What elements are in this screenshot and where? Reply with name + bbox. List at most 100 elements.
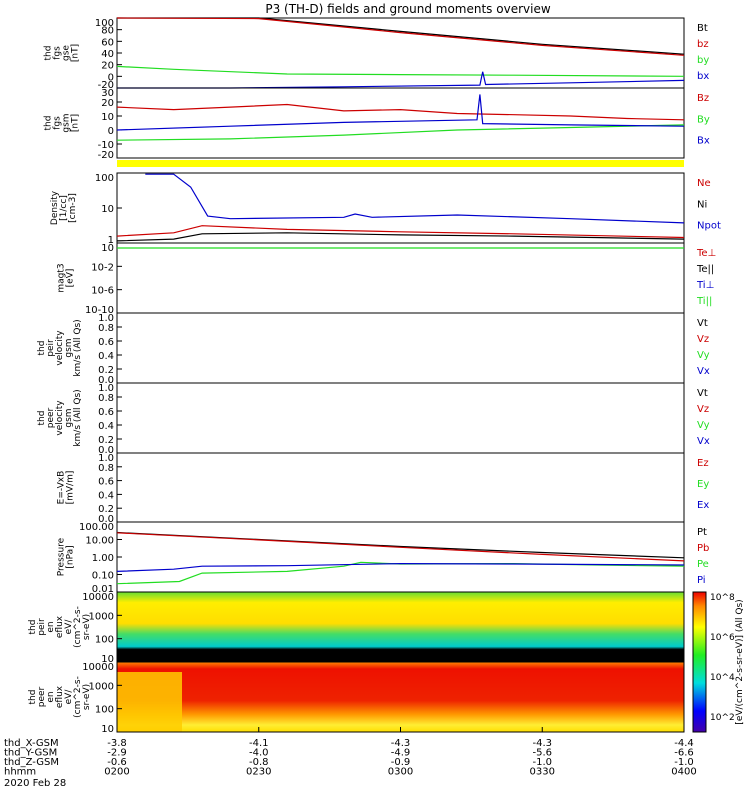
y-axis-label: fgs: [53, 46, 63, 60]
x-tick-value: -4.1: [249, 738, 269, 749]
legend-entry: Pt: [697, 527, 707, 538]
y-tick-label: 20: [101, 98, 114, 109]
y-axis-label: thd: [37, 341, 47, 356]
y-tick-label: 10.00: [85, 536, 114, 547]
legend-entry: Vt: [697, 318, 708, 329]
y-axis-label: peer: [37, 686, 47, 707]
legend-entry: Vt: [697, 388, 708, 399]
y-axis-label: velocity: [55, 400, 65, 436]
legend-entry: Ey: [697, 479, 709, 490]
y-tick-label: 80: [101, 26, 114, 37]
y-tick-label: 0.10: [92, 571, 114, 582]
y-tick-label: 1000: [89, 611, 114, 622]
legend-entry: Vx: [697, 366, 710, 377]
y-axis-label: gsm: [64, 338, 74, 357]
x-tick-value: -4.9: [391, 748, 411, 759]
y-tick-label: 1.0: [98, 383, 114, 394]
y-tick-label: 0.6: [98, 337, 114, 348]
colorbar: [692, 591, 707, 733]
y-axis-label: gse: [62, 45, 72, 61]
panel-frame: [116, 382, 685, 454]
y-axis-label: [1/cc]: [59, 195, 69, 221]
series-line-by: [116, 65, 685, 77]
panel-frame: [116, 172, 685, 244]
series-line-ne: [116, 225, 685, 239]
y-tick-label: 1.0: [98, 453, 114, 464]
y-tick-label: 10-2: [91, 262, 114, 273]
y-tick-label: -20: [98, 150, 114, 161]
y-axis-label: thd: [44, 46, 54, 61]
y-tick-label: 10: [101, 724, 114, 735]
x-tick-value: -4.0: [249, 748, 269, 759]
y-axis-label: gsm: [62, 113, 72, 132]
y-axis-label: gsm: [64, 408, 74, 427]
legend-entry: Ti⊥: [696, 280, 714, 291]
legend-entry: Ne: [697, 178, 711, 189]
y-axis-label: eV/: [64, 689, 74, 705]
y-tick-label: 0.6: [98, 407, 114, 418]
status-bar: [117, 160, 684, 167]
x-row-label: thd_Y-GSM: [4, 748, 57, 759]
y-tick-label: 100.00: [79, 522, 114, 533]
x-axis: thd_X-GSM -3.8 -4.1 -4.3 -4.3 -4.4 thd_Y-GSM -2…: [4, 727, 697, 778]
spectrogram-low-band: [117, 672, 182, 732]
y-axis-label: E=-VxB: [57, 471, 67, 505]
y-tick-label: 0: [108, 126, 114, 137]
y-axis-label: thd: [28, 620, 38, 635]
y-tick-label: 10: [101, 204, 114, 215]
legend-entry: Vz: [697, 334, 709, 345]
series-line-bz: [116, 103, 685, 121]
y-axis-label: [nPa]: [66, 545, 76, 568]
y-axis-label: km/s (All Qs): [73, 389, 83, 446]
y-tick-label: 0.2: [98, 365, 114, 376]
y-axis-label: (cm^2-s-: [73, 676, 83, 718]
series-line-by: [116, 124, 685, 141]
y-axis-label: eV/: [64, 619, 74, 635]
legend-entry: Ti||: [696, 296, 712, 307]
colorbar-tick: 10^8: [710, 593, 735, 603]
x-tick-value: -4.3: [391, 738, 411, 749]
legend-entry: Vy: [697, 420, 710, 431]
y-axis-label: fgs: [53, 116, 63, 130]
y-axis-label: [nT]: [71, 44, 81, 62]
x-tick-value: 0400: [671, 767, 696, 778]
colorbar-tick: 10^4: [710, 673, 735, 683]
y-tick-label: 10-10: [85, 305, 114, 316]
y-tick-label: 0.0: [98, 514, 114, 525]
x-tick-value: -4.3: [532, 738, 552, 749]
y-tick-label: 10: [101, 112, 114, 123]
y-tick-label: 10-6: [91, 286, 114, 297]
y-tick-label: 0.4: [98, 421, 114, 432]
y-tick-label: -20: [98, 80, 114, 91]
colorbar-tick: 10^6: [710, 633, 735, 643]
y-tick-label: 20: [101, 61, 114, 72]
y-axis-label: sr-eV): [82, 684, 92, 710]
y-tick-label: 1000: [89, 681, 114, 692]
legend-entry: Bt: [697, 23, 708, 34]
legend-entry: bz: [697, 39, 709, 50]
series-line-pe: [116, 561, 685, 585]
y-axis-label: eflux: [55, 685, 65, 708]
series-line-ni: [116, 232, 685, 242]
y-axis-label: [cm-3]: [68, 193, 78, 223]
y-axis-label: km/s (All Qs): [73, 319, 83, 376]
legend-entry: Vx: [697, 436, 710, 447]
y-axis-label: thd: [44, 116, 54, 131]
y-tick-label: 0.8: [98, 393, 114, 404]
panel-frame: [116, 242, 685, 314]
y-axis-label: en: [46, 621, 56, 632]
x-tick-value: -2.9: [107, 748, 127, 759]
legend-entry: Vz: [697, 404, 709, 415]
y-tick-label: 100: [95, 173, 114, 184]
legend-entry: Pe: [697, 559, 709, 570]
y-tick-label: 1: [108, 235, 114, 246]
y-tick-label: 0: [108, 72, 114, 83]
y-axis-label: Density: [50, 190, 60, 225]
x-tick-value: -0.8: [249, 757, 269, 768]
series-line-npot: [145, 173, 685, 224]
y-tick-label: 0.0: [98, 445, 114, 456]
spectrogram-image: [117, 662, 684, 732]
series-line-pt: [116, 531, 685, 559]
x-tick-value: -3.8: [107, 738, 127, 749]
